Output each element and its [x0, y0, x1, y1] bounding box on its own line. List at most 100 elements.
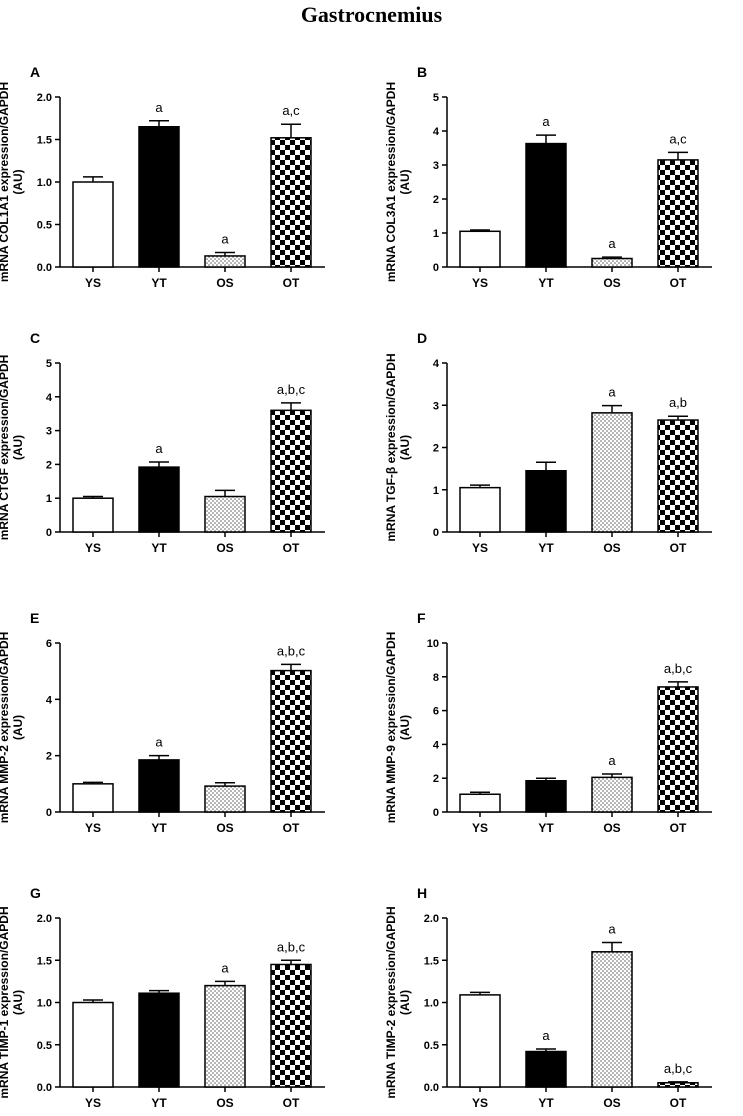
y-axis-label-line: mRNA COL3A1 expression/GAPDH [384, 82, 398, 282]
bar-ys [72, 1001, 114, 1088]
bar-os [591, 412, 633, 533]
y-tick-label: 0 [433, 807, 439, 819]
y-tick-label: 1.5 [37, 955, 52, 967]
x-tick-label: YS [472, 1096, 488, 1110]
bar-ot [270, 669, 312, 813]
bar-yt [138, 992, 180, 1088]
y-tick-label: 0.5 [37, 220, 52, 232]
y-axis-label-line: mRNA CTGF expression/GAPDH [0, 355, 11, 541]
y-tick-label: 10 [427, 638, 439, 650]
x-tick-label: OS [216, 821, 233, 835]
x-tick-label: OT [670, 1096, 687, 1110]
y-tick-label: 1.0 [37, 998, 52, 1010]
y-tick-label: 0 [46, 807, 52, 819]
y-axis-label-line: (AU) [398, 990, 412, 1015]
panel-label: E [30, 610, 39, 626]
y-tick-label: 0.0 [37, 1082, 52, 1094]
significance-label: a,c [669, 131, 687, 146]
x-tick-label: OS [603, 1096, 620, 1110]
y-axis-label: mRNA MMP-9 expression/GAPDH(AU) [384, 632, 412, 824]
significance-label: a [221, 232, 229, 247]
significance-label: a [221, 960, 229, 975]
y-axis-label-line: (AU) [398, 169, 412, 194]
bar-yt [525, 779, 567, 813]
y-axis-label-line: (AU) [398, 715, 412, 740]
y-tick-label: 0 [433, 262, 439, 274]
x-tick-label: YS [85, 276, 101, 290]
bar-os [204, 984, 246, 1088]
y-tick-label: 2 [46, 459, 52, 471]
significance-label: a [608, 236, 616, 251]
y-tick-label: 8 [433, 672, 439, 684]
y-axis-label-line: (AU) [11, 169, 25, 194]
y-axis-label-line: (AU) [11, 435, 25, 460]
y-tick-label: 0.0 [37, 262, 52, 274]
bar-os [591, 257, 633, 268]
y-tick-label: 1 [46, 493, 52, 505]
bar-yt [525, 469, 567, 533]
bar-yt [138, 759, 180, 813]
bar-yt [138, 466, 180, 533]
y-tick-label: 0 [46, 527, 52, 539]
x-tick-label: YT [151, 541, 167, 555]
y-tick-label: 4 [46, 694, 53, 706]
y-tick-label: 1 [433, 228, 439, 240]
panel-label: A [30, 64, 40, 80]
y-axis-label-line: (AU) [11, 715, 25, 740]
bar-ys [459, 486, 501, 533]
y-tick-label: 1 [433, 485, 439, 497]
x-tick-label: YS [472, 541, 488, 555]
significance-label: a [155, 100, 163, 115]
y-axis-label-line: (AU) [398, 435, 412, 460]
y-axis-label-line: mRNA TIMP-2 expression/GAPDH [384, 906, 398, 1098]
significance-label: a [608, 385, 616, 400]
panel-label: D [417, 330, 427, 346]
y-tick-label: 4 [46, 392, 53, 404]
bar-os [591, 951, 633, 1088]
bar-os [204, 785, 246, 813]
x-tick-label: YT [538, 821, 554, 835]
x-tick-label: YS [472, 821, 488, 835]
y-tick-label: 2 [433, 194, 439, 206]
significance-label: a,b,c [664, 661, 693, 676]
x-tick-label: YT [538, 1096, 554, 1110]
y-axis-label-line: mRNA TGF-β expression/GAPDH [384, 353, 398, 541]
x-tick-label: YT [151, 821, 167, 835]
x-tick-label: OS [216, 276, 233, 290]
y-tick-label: 0.0 [424, 1082, 439, 1094]
bar-ys [459, 994, 501, 1088]
y-axis-label-line: mRNA MMP-2 expression/GAPDH [0, 632, 11, 824]
x-tick-label: OT [283, 821, 300, 835]
significance-label: a,b,c [277, 939, 306, 954]
bar-os [204, 495, 246, 533]
y-tick-label: 4 [433, 739, 440, 751]
bar-ys [72, 181, 114, 268]
x-tick-label: YS [85, 1096, 101, 1110]
x-tick-label: OS [216, 541, 233, 555]
x-tick-label: YT [151, 1096, 167, 1110]
x-tick-label: YT [151, 276, 167, 290]
y-tick-label: 5 [46, 358, 52, 370]
x-tick-label: OT [283, 541, 300, 555]
y-tick-label: 1.5 [424, 955, 439, 967]
panel-label: H [417, 885, 427, 901]
y-tick-label: 1.5 [37, 135, 52, 147]
y-tick-label: 6 [46, 638, 52, 650]
y-tick-label: 6 [433, 706, 439, 718]
x-tick-label: OT [670, 541, 687, 555]
bar-ot [657, 159, 699, 268]
significance-label: a [542, 1028, 550, 1043]
x-tick-label: OT [283, 1096, 300, 1110]
y-tick-label: 0 [433, 527, 439, 539]
significance-label: a,b,c [277, 643, 306, 658]
y-axis-label: mRNA COL1A1 expression/GAPDH(AU) [0, 82, 25, 282]
y-axis-label-line: mRNA TIMP-1 expression/GAPDH [0, 906, 11, 1098]
x-tick-label: OS [603, 821, 620, 835]
y-axis-label-line: mRNA MMP-9 expression/GAPDH [384, 632, 398, 824]
y-axis-label: mRNA TIMP-1 expression/GAPDH(AU) [0, 906, 25, 1098]
significance-label: a,b,c [277, 382, 306, 397]
